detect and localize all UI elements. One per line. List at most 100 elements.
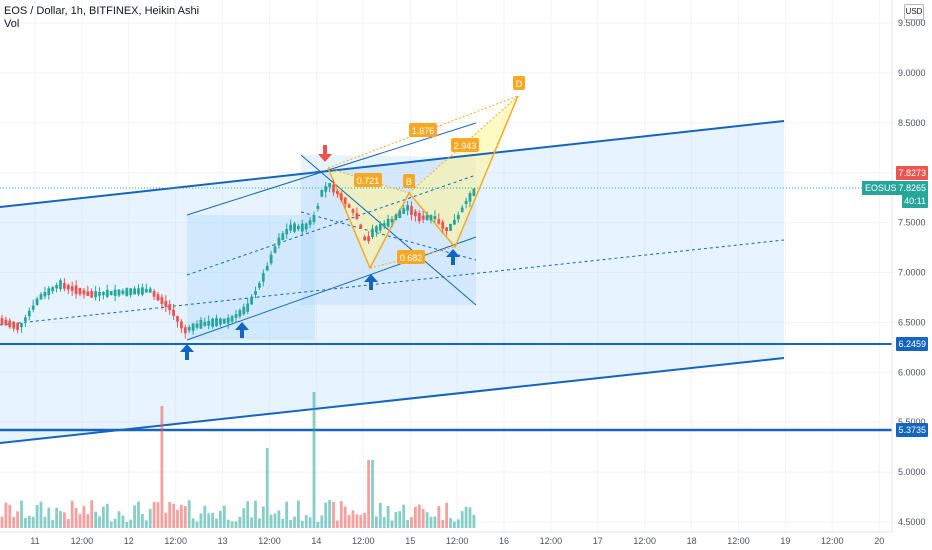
chart-legend: EOS / Dollar, 1h, BITFINEX, Heikin Ashi … xyxy=(4,5,199,31)
candle-body xyxy=(39,294,43,300)
x-tick-label: 12 xyxy=(124,536,134,546)
ratio-3-text: 0.721 xyxy=(357,176,380,186)
y-tick-label: 7.0000 xyxy=(898,268,926,278)
candle-body xyxy=(24,317,27,322)
candle-body xyxy=(8,320,12,328)
volume-bar xyxy=(8,504,12,528)
candle-body xyxy=(398,210,402,218)
candle-body xyxy=(156,294,160,301)
fork-mid-line[interactable] xyxy=(186,174,477,276)
volume-bar xyxy=(70,500,74,528)
ratio-label-4[interactable]: 0.682 xyxy=(397,250,425,264)
candle-body xyxy=(421,215,425,220)
fork-lower-line[interactable] xyxy=(186,236,477,341)
ratio-label-2[interactable]: 2.943 xyxy=(451,138,479,152)
candle-body xyxy=(320,190,324,197)
volume-bar xyxy=(398,511,402,528)
channel-upper-line[interactable] xyxy=(0,120,785,208)
cross-line-a[interactable] xyxy=(300,154,477,306)
y-tick-label: 9.0000 xyxy=(898,68,926,78)
candle-body xyxy=(429,214,433,221)
candle-body xyxy=(117,289,121,296)
x-tick-label: 12:00 xyxy=(352,536,375,546)
candle-body xyxy=(339,193,343,201)
volume-bar xyxy=(394,512,398,528)
long-channel-fill xyxy=(0,121,784,443)
candle-body xyxy=(78,287,82,295)
candle-body xyxy=(297,225,300,230)
candle-body xyxy=(273,246,277,253)
candle-body xyxy=(304,223,308,230)
cross-line-b[interactable] xyxy=(300,211,477,261)
volume-bar xyxy=(234,521,238,528)
volume-bar xyxy=(102,506,105,528)
volume-bar xyxy=(265,448,269,528)
candle-body xyxy=(172,309,175,317)
volume-bar xyxy=(125,521,129,528)
price-axis[interactable]: 9.50009.00008.50008.00007.50007.00006.50… xyxy=(891,0,932,532)
ratio-label-1[interactable]: 1.676 xyxy=(409,123,437,137)
volume-bar xyxy=(246,501,250,528)
x-tick-label: 19 xyxy=(780,536,790,546)
candle-body xyxy=(425,215,429,221)
countdown-tag: 40:11 xyxy=(902,194,928,208)
candle-body xyxy=(35,298,39,305)
arrow-down-icon xyxy=(318,145,332,162)
volume-bar xyxy=(12,516,16,528)
candle-body xyxy=(328,183,331,188)
volume-bar xyxy=(273,513,277,528)
y-tick-label: 6.0000 xyxy=(898,367,926,377)
point-d-label[interactable]: D xyxy=(513,76,525,90)
candle-body xyxy=(144,288,148,293)
candle-body xyxy=(20,323,23,328)
volume-bar xyxy=(215,518,218,528)
candle-body xyxy=(316,205,320,209)
x-tick-label: 12:00 xyxy=(164,536,187,546)
volume-bar xyxy=(113,518,117,528)
ratio-label-3[interactable]: 0.721 xyxy=(354,173,382,187)
x-tick-label: 14 xyxy=(311,536,321,546)
arrow-up-icon xyxy=(235,322,249,338)
candle-body xyxy=(51,287,55,292)
volume-bar xyxy=(230,521,234,528)
currency-button[interactable]: USD xyxy=(904,4,924,20)
candle-body xyxy=(300,223,304,232)
candle-body xyxy=(199,319,203,329)
candle-body xyxy=(191,323,195,331)
time-axis[interactable]: 11 12:00 12 12:00 13 12:00 14 12:00 15 12:00 16 12:… xyxy=(0,531,932,550)
volume-bar xyxy=(222,505,226,528)
point-b-label[interactable]: B xyxy=(403,174,415,188)
level-tag-2: 5.3735 xyxy=(896,423,928,437)
volume-bar xyxy=(183,506,187,528)
candle-body xyxy=(437,219,441,224)
candle-body xyxy=(102,291,105,296)
candle-body xyxy=(394,214,398,221)
volume-bar xyxy=(242,508,246,528)
candle-body xyxy=(402,208,406,214)
x-tick-label: 12:00 xyxy=(727,536,750,546)
candle-body xyxy=(234,314,238,318)
volume-bar xyxy=(98,516,101,528)
candle-body xyxy=(453,219,456,225)
candle-body xyxy=(355,213,359,220)
fork-upper-line[interactable] xyxy=(186,122,477,216)
arrow-up-icon xyxy=(180,344,194,360)
volume-bar xyxy=(207,513,211,528)
volume-bar xyxy=(180,504,183,528)
x-tick-label: 16 xyxy=(499,536,509,546)
x-tick-label: 17 xyxy=(593,536,603,546)
arrow-up-icon xyxy=(446,249,460,265)
volume-bar xyxy=(219,510,222,528)
arrow-up-icon xyxy=(364,274,378,290)
volume-bar xyxy=(144,520,148,528)
volume-bar xyxy=(351,510,355,528)
candle-body xyxy=(59,280,62,289)
volume-bar xyxy=(137,501,140,528)
candle-body xyxy=(414,211,417,217)
candle-body xyxy=(332,184,335,193)
volume-bar xyxy=(250,517,253,528)
candle-body xyxy=(281,233,285,240)
volume-bar xyxy=(24,517,27,528)
chart-grid xyxy=(0,0,892,532)
